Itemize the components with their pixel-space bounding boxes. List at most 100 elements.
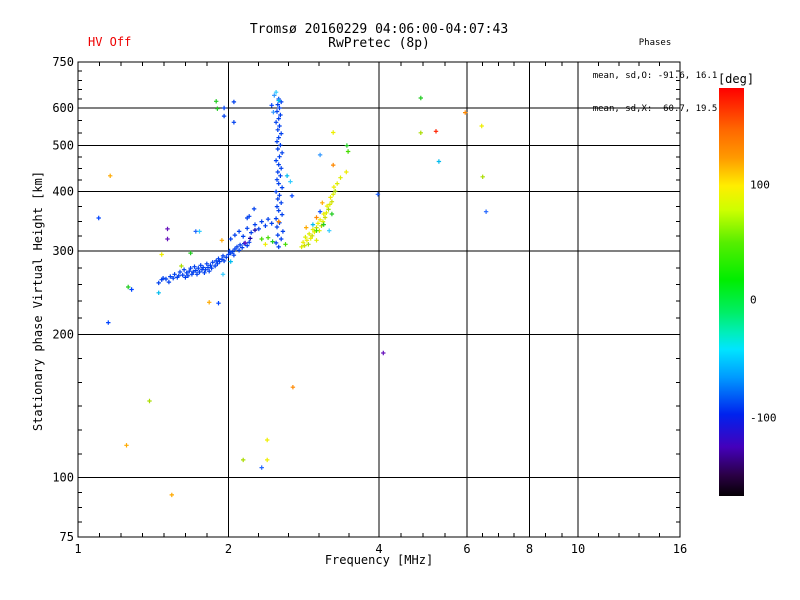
data-point [209,266,214,271]
data-point [184,270,189,275]
data-point [172,272,177,277]
data-point [245,226,250,231]
data-point [279,166,284,171]
data-point [320,200,325,205]
data-point [259,236,264,242]
colorbar-tick-label: 0 [750,293,757,307]
data-point [232,232,238,238]
data-point [272,93,277,98]
phases-mean-sd-x: mean, sd,X: 60.7, 19.5 [592,104,718,114]
data-point [193,229,198,234]
data-point [263,223,268,228]
data-point [317,209,323,214]
data-point [329,211,335,217]
data-point [436,159,442,164]
data-point [221,258,227,264]
data-point [329,199,335,204]
data-point [276,98,281,103]
data-point [279,236,284,242]
data-point [327,202,333,207]
data-point [171,276,176,281]
colorbar-tick-label: -100 [750,411,777,425]
data-point [299,244,304,250]
data-point [324,203,330,209]
phase-colorbar: 100 0 -100 [719,88,777,496]
data-point [273,240,279,246]
data-point [276,244,281,250]
data-point [228,236,233,242]
data-point [306,242,311,247]
data-point [245,215,250,221]
data-point [177,269,183,275]
data-point [344,143,350,148]
data-point [279,185,285,190]
y-axis-tick-label: 750 [52,55,74,69]
y-axis-tick-label: 300 [52,244,74,258]
data-point [236,248,242,253]
plot-title: Tromsø 20160229 04:06:00-04:07:43 [249,22,509,37]
data-point [322,215,328,220]
data-point [259,219,264,224]
data-point [265,437,270,443]
data-point [237,242,243,248]
data-point [274,109,280,114]
data-point [259,465,264,470]
x-axis-tick-label: 2 [225,542,232,556]
data-point [165,226,170,232]
y-axis-tick-label: 600 [52,101,74,115]
data-point [147,398,152,404]
data-point [221,105,227,111]
data-point [278,143,283,148]
data-point [278,173,283,178]
data-point [277,123,282,129]
x-axis-title: Frequency [MHz] [324,553,434,567]
data-point [124,443,129,448]
data-point [215,261,220,266]
data-point [169,492,174,498]
data-point [202,270,207,275]
data-point [231,120,237,125]
data-point [479,123,484,129]
data-point [198,263,203,268]
data-point [207,269,212,274]
data-point [304,225,309,230]
data-point [265,217,271,222]
x-axis-tick-label: 4 [375,542,382,556]
data-point [274,204,280,209]
data-point [314,238,319,243]
data-point [188,250,193,256]
data-point [304,238,310,243]
data-point [310,227,316,232]
data-point [275,127,280,132]
data-point [284,173,290,178]
data-point [207,300,212,305]
data-point [276,162,281,167]
data-point [279,200,284,205]
data-point [276,116,281,121]
data-point [215,106,220,111]
data-point [273,189,279,194]
data-point [240,245,245,250]
data-point [321,211,326,217]
data-point [483,209,489,214]
data-point [375,192,381,197]
data-point [433,129,439,134]
data-point [205,265,211,270]
data-point [160,276,166,281]
data-point [166,279,172,285]
data-point [314,228,319,233]
data-point [480,174,485,179]
data-point [194,272,200,277]
data-point [219,257,225,262]
data-point [220,272,226,277]
data-point [331,192,336,197]
data-point [243,240,248,246]
data-point [249,230,254,235]
data-point [275,232,280,238]
data-point [108,173,113,178]
x-axis-tick-label: 8 [526,542,533,556]
data-point [106,320,111,325]
data-point [276,219,281,224]
data-point [245,243,250,248]
